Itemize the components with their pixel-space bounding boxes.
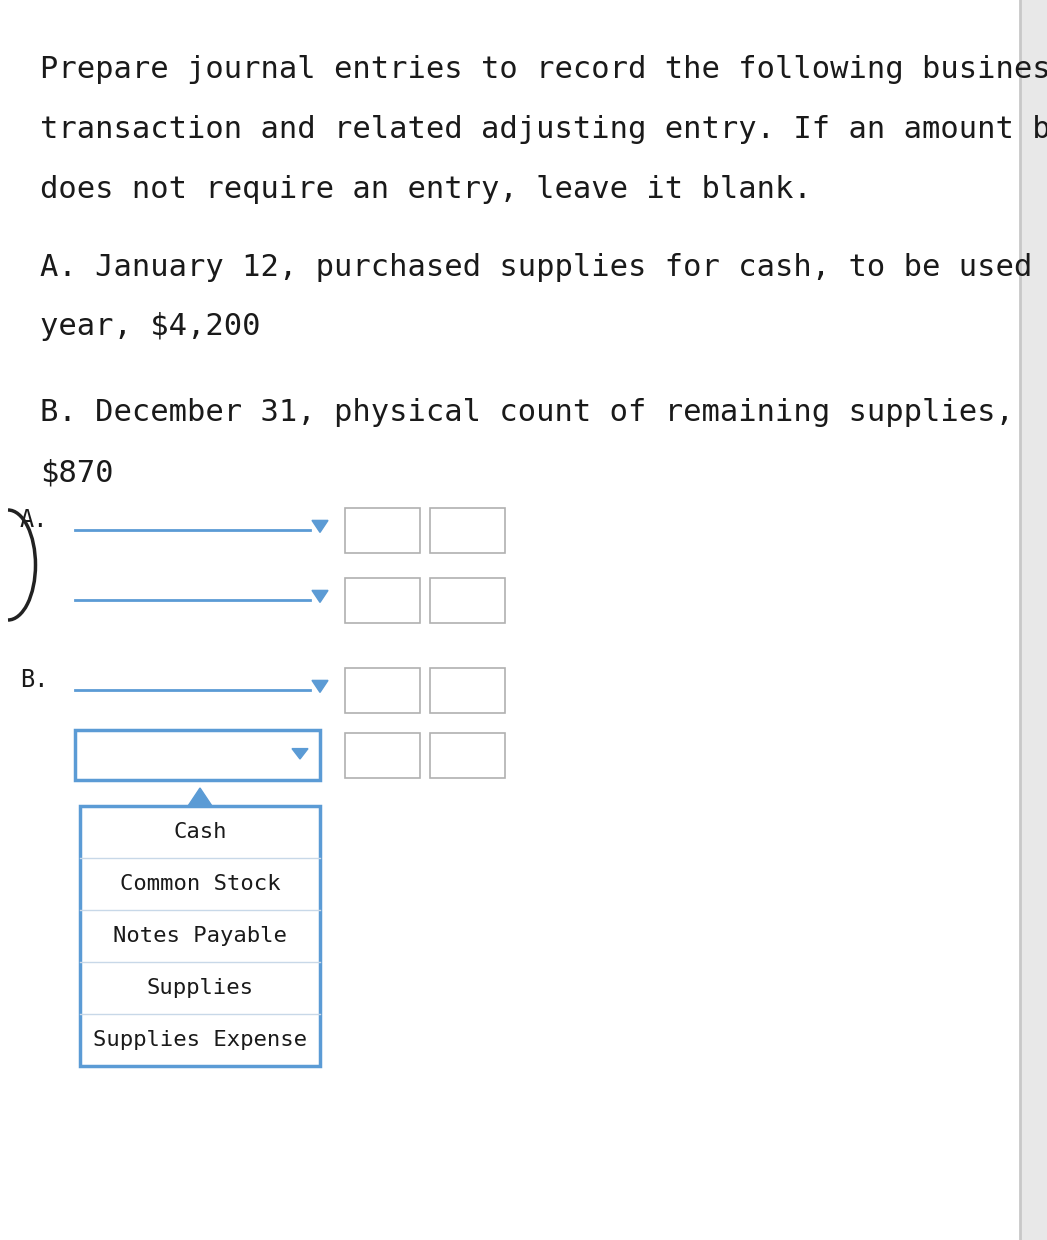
Bar [346, 578, 420, 622]
Text: Supplies Expense: Supplies Expense [93, 1030, 307, 1050]
Bar [430, 507, 505, 553]
Text: A.: A. [20, 508, 48, 532]
Bar [430, 667, 505, 713]
Text: year, $4,200: year, $4,200 [40, 312, 261, 341]
Bar [430, 578, 505, 622]
Polygon shape [312, 521, 328, 532]
Text: Notes Payable: Notes Payable [113, 926, 287, 946]
Polygon shape [312, 590, 328, 603]
Polygon shape [292, 749, 308, 759]
Text: Prepare journal entries to record the following business: Prepare journal entries to record the fo… [40, 55, 1047, 84]
Text: B. December 31, physical count of remaining supplies,: B. December 31, physical count of remain… [40, 398, 1013, 428]
Bar [80, 806, 320, 1066]
Polygon shape [312, 681, 328, 692]
Text: $870: $870 [40, 458, 113, 487]
Text: Supplies: Supplies [147, 978, 253, 998]
Bar [75, 730, 320, 738]
Text: Cash: Cash [173, 822, 227, 842]
Text: transaction and related adjusting entry. If an amount box: transaction and related adjusting entry.… [40, 115, 1047, 144]
Text: Common Stock: Common Stock [119, 874, 281, 894]
Bar [75, 730, 320, 780]
Text: B.: B. [20, 668, 48, 692]
Bar [346, 507, 420, 553]
Text: does not require an entry, leave it blank.: does not require an entry, leave it blan… [40, 175, 811, 203]
Polygon shape [188, 787, 211, 806]
Bar [346, 667, 420, 713]
Bar [430, 733, 505, 777]
Bar [346, 733, 420, 777]
Text: A. January 12, purchased supplies for cash, to be used all: A. January 12, purchased supplies for ca… [40, 253, 1047, 281]
